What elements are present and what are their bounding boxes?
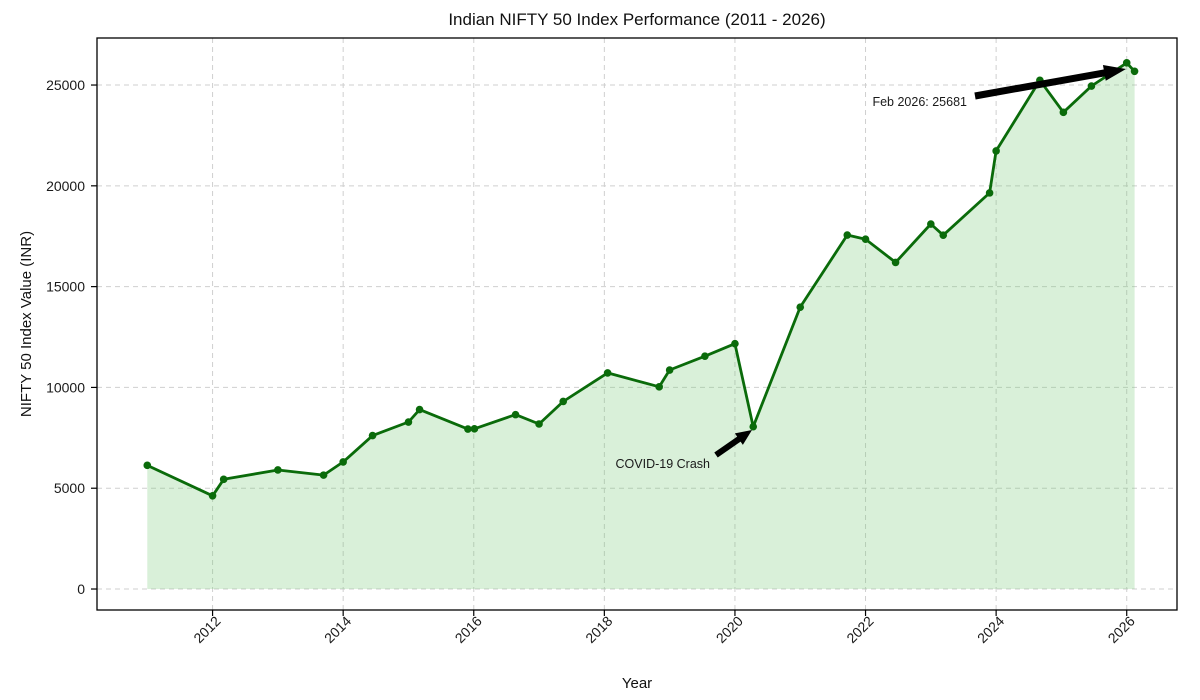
y-tick-label: 5000	[54, 480, 85, 496]
x-tick-label: 2012	[190, 613, 223, 646]
annotation-feb-2026: Feb 2026: 25681	[872, 95, 967, 109]
data-point-marker	[559, 397, 568, 406]
data-point-marker	[796, 303, 805, 311]
annotation-arrow-shaft	[714, 435, 743, 458]
y-axis-label: NIFTY 50 Index Value (INR)	[18, 231, 35, 417]
data-point-marker	[404, 418, 413, 426]
data-point-marker	[143, 461, 152, 470]
data-point-marker	[927, 220, 935, 228]
plot-border	[96, 37, 1178, 611]
x-tick-label: 2024	[974, 613, 1007, 646]
chart-title: Indian NIFTY 50 Index Performance (2011 …	[448, 10, 825, 29]
annotation-covid-crash: COVID-19 Crash	[616, 457, 711, 471]
data-point-marker	[415, 405, 424, 414]
data-point-marker	[843, 231, 852, 239]
series-area-fill	[147, 62, 1135, 589]
y-tick-label: 20000	[46, 178, 85, 194]
data-point-marker	[1122, 59, 1131, 67]
y-tick-label: 15000	[46, 279, 85, 295]
x-tick-label: 2016	[452, 613, 485, 646]
data-point-marker	[208, 491, 217, 500]
data-point-marker	[655, 383, 664, 391]
data-point-marker	[891, 258, 900, 267]
x-tick-label: 2022	[843, 613, 876, 646]
data-point-marker	[1130, 67, 1139, 76]
y-tick-label: 10000	[46, 379, 85, 395]
annotation-arrow-shaft	[974, 69, 1107, 100]
data-point-marker	[603, 369, 612, 377]
data-point-marker	[470, 425, 479, 433]
data-point-marker	[1059, 108, 1068, 117]
y-tick-label: 25000	[46, 77, 85, 93]
data-point-marker	[464, 425, 472, 433]
data-point-marker	[985, 189, 994, 197]
data-point-marker	[219, 475, 228, 484]
x-tick-label: 2026	[1104, 613, 1137, 646]
x-tick-label: 2014	[321, 613, 354, 646]
data-point-marker	[368, 431, 377, 440]
data-point-marker	[1087, 82, 1096, 90]
data-point-marker	[939, 231, 948, 240]
data-point-marker	[339, 458, 347, 466]
data-point-marker	[861, 235, 870, 243]
x-tick-label: 2020	[713, 613, 746, 646]
y-tick-label: 0	[77, 581, 85, 597]
data-point-marker	[535, 420, 543, 428]
data-point-marker	[701, 352, 709, 360]
data-point-marker	[992, 147, 1000, 155]
data-point-marker	[731, 339, 739, 348]
annotation-arrow-head	[1102, 64, 1126, 81]
data-point-marker	[319, 471, 328, 479]
annotation-arrow-head	[734, 430, 752, 445]
x-tick-label: 2018	[582, 613, 615, 646]
data-point-marker	[665, 366, 674, 374]
data-point-marker	[511, 410, 520, 419]
data-point-marker	[274, 466, 282, 474]
x-axis-label: Year	[622, 675, 652, 692]
data-point-marker	[749, 422, 758, 431]
